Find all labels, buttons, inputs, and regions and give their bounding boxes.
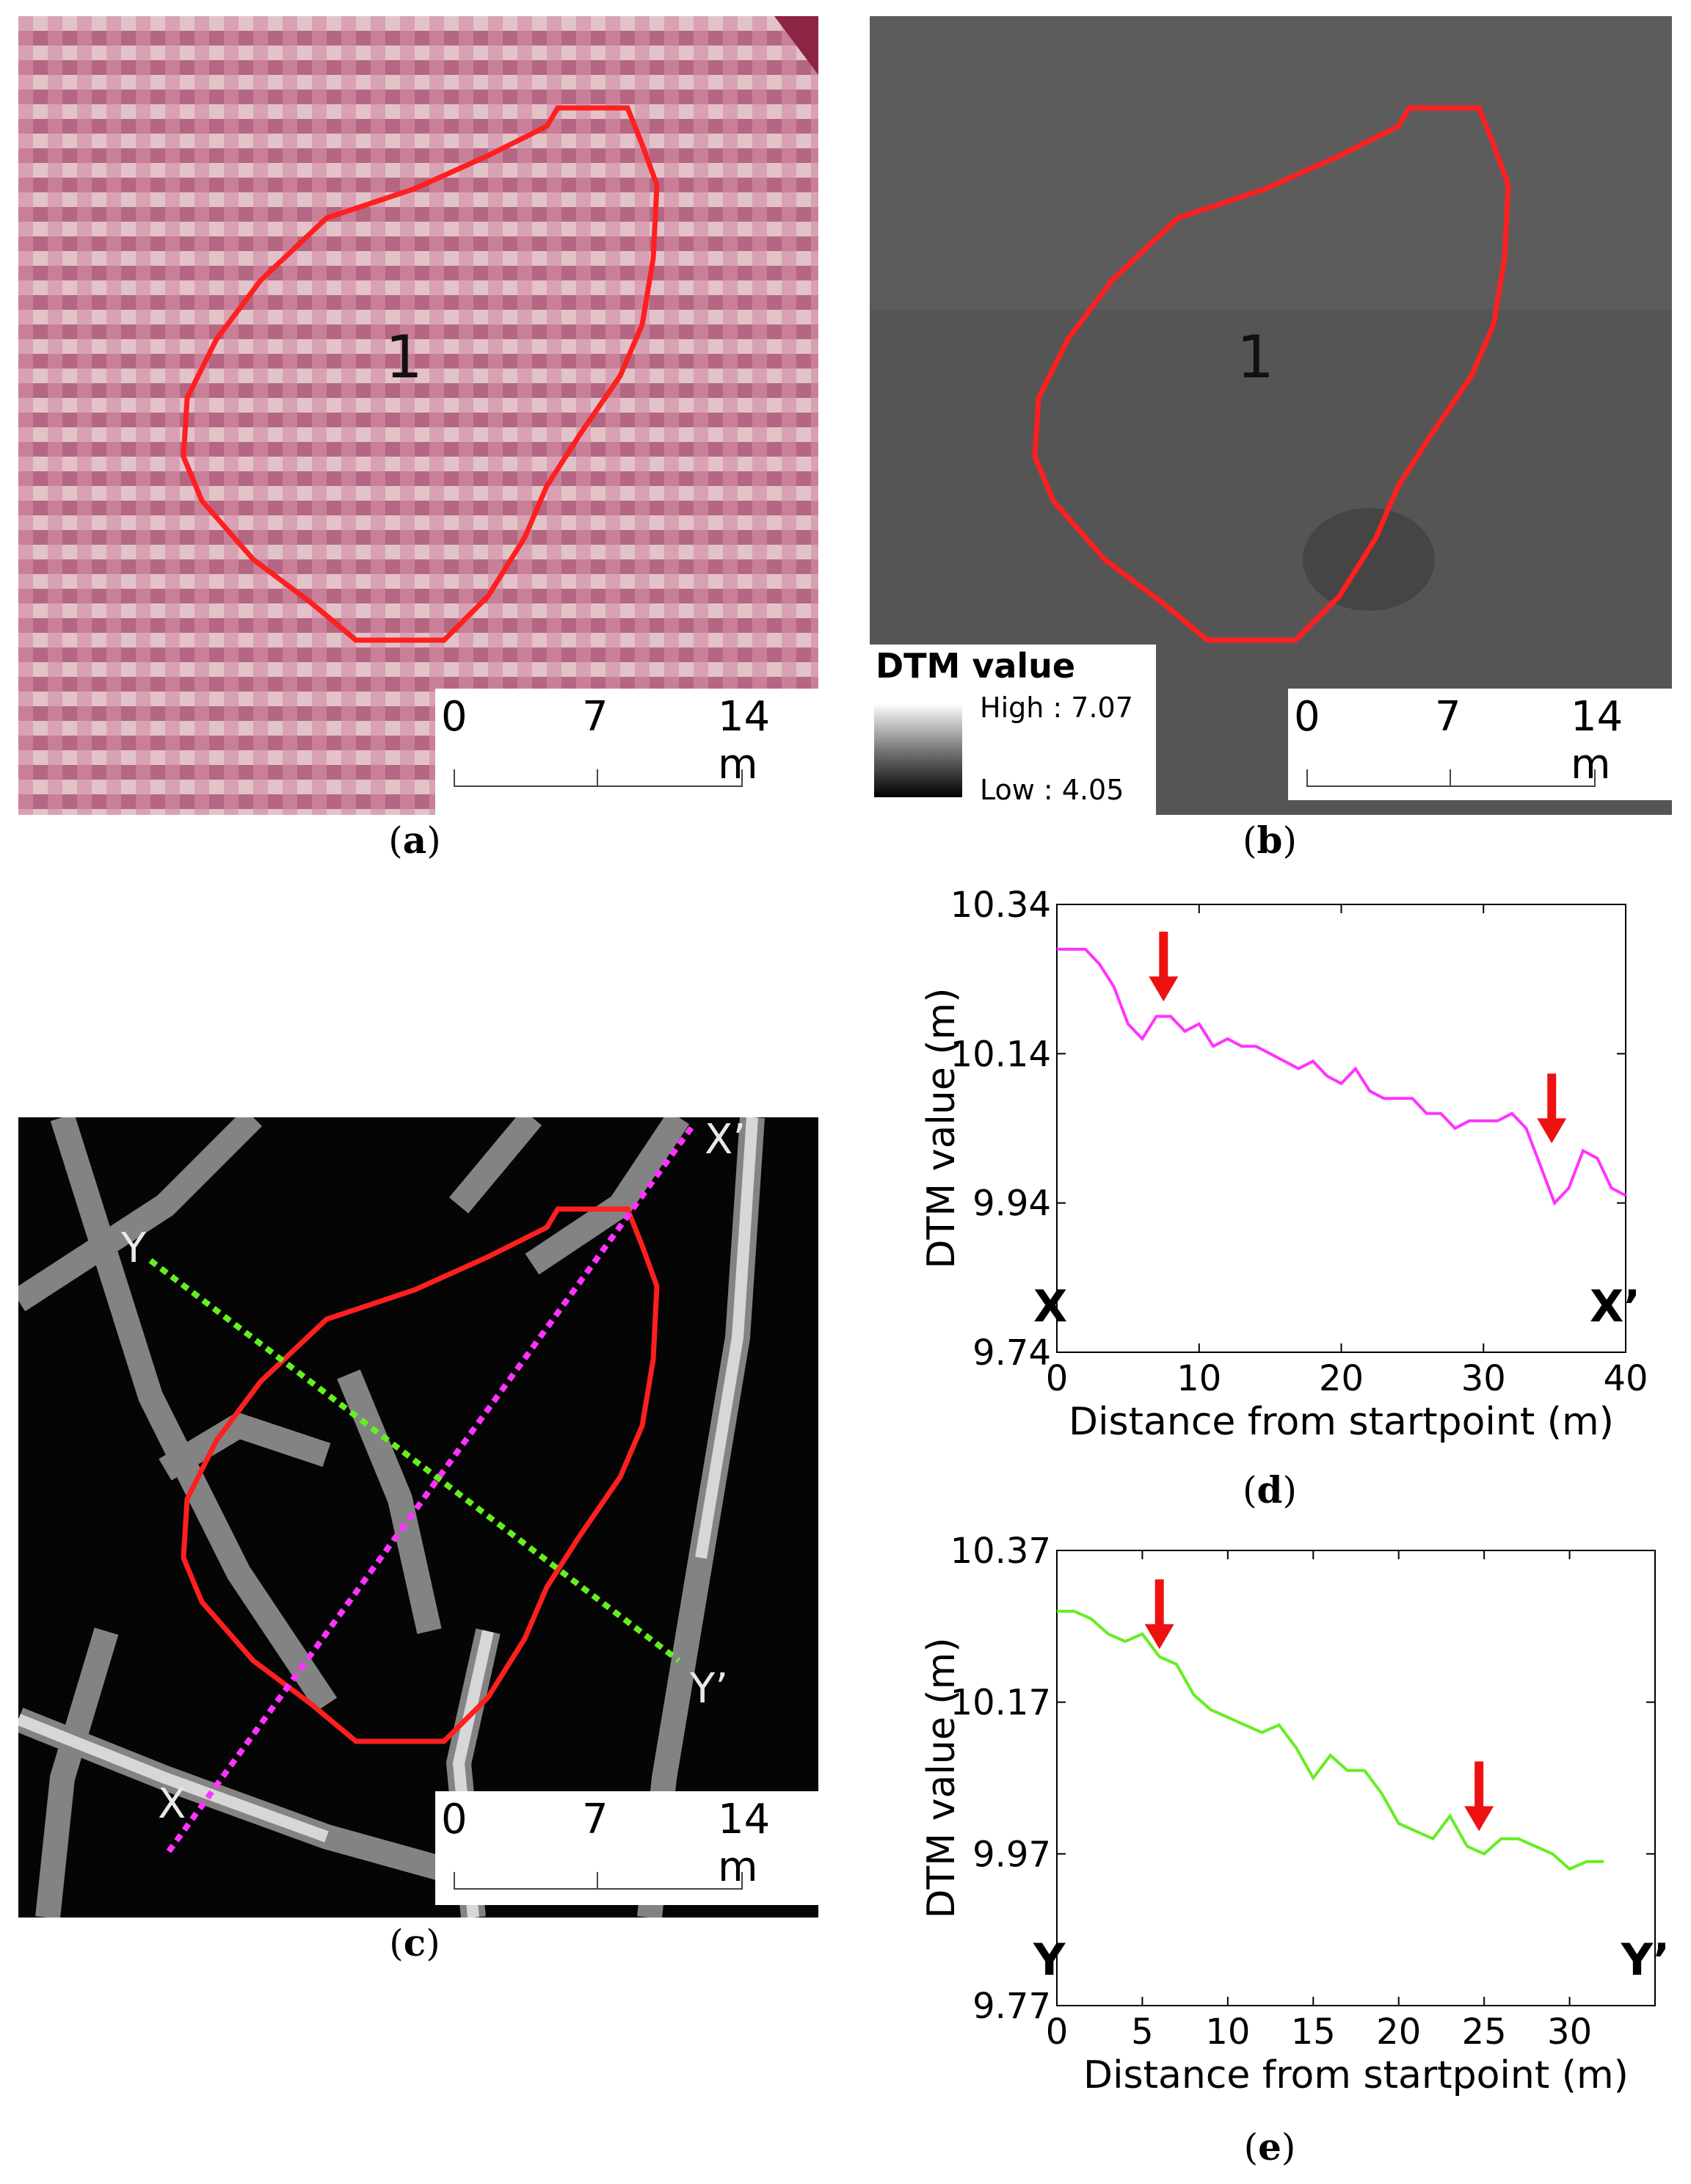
scalebar-tick-0: 0 [441, 1796, 468, 1843]
x-tick-label: 25 [1462, 2011, 1507, 2053]
scalebar-tick-14: 14 m [1571, 693, 1623, 788]
profile-start-label: X [1033, 1281, 1067, 1332]
polygon-label-b: 1 [1237, 323, 1274, 391]
panel-a-image [18, 16, 818, 815]
legend-title: DTM value [876, 646, 1076, 686]
scalebar-tick-14: 14 m [718, 693, 771, 788]
x-tick-label: 20 [1319, 1358, 1364, 1399]
series-line [1057, 1609, 1604, 1871]
transect-y-line [148, 1258, 681, 1664]
caption-a: (a) [388, 819, 441, 862]
x-tick-label: 30 [1461, 1358, 1506, 1399]
panel-a-background [18, 16, 818, 815]
depression-polygon-c [181, 1206, 660, 1744]
caption-d: (d) [1243, 1468, 1297, 1512]
scalebar-line [1306, 769, 1596, 787]
transect-x-line [166, 1122, 697, 1854]
y-tick-label: 10.14 [950, 1034, 1051, 1075]
caption-b: (b) [1243, 819, 1297, 862]
transect-label-y: Y [121, 1225, 147, 1272]
caption-c: (c) [389, 1921, 440, 1964]
profile-start-label: Y [1033, 1934, 1066, 1986]
transect-label-x-prime: X’ [705, 1116, 746, 1164]
y-tick-label: 9.94 [972, 1183, 1051, 1225]
y-tick-label: 9.77 [972, 1986, 1051, 2027]
arrow-head [1464, 1806, 1494, 1832]
x-axis-label: Distance from startpoint (m) [1069, 1400, 1614, 1444]
plot-frame [1056, 1550, 1656, 2006]
scalebar-line [454, 1872, 743, 1890]
scalebar-c: 0 7 14 m [435, 1791, 818, 1905]
transect-label-x: X [158, 1780, 186, 1828]
scalebar-tick-7: 7 [1435, 693, 1461, 741]
x-tick-label: 0 [1046, 2011, 1069, 2053]
scalebar-b: 0 7 14 m [1288, 689, 1672, 800]
panel-c-image [18, 1117, 818, 1918]
scalebar-tick-14: 14 m [718, 1796, 771, 1891]
y-tick-label: 10.37 [950, 1531, 1051, 1572]
scalebar-a: 0 7 14 m [435, 689, 818, 815]
y-tick-label: 9.74 [972, 1332, 1051, 1374]
scalebar-tick-0: 0 [1294, 693, 1320, 741]
arrow-head [1537, 1118, 1567, 1144]
x-tick-label: 0 [1046, 1358, 1069, 1399]
series-line [1057, 948, 1626, 1206]
x-tick-label: 40 [1603, 1358, 1648, 1399]
transect-label-y-prime: Y’ [690, 1665, 729, 1713]
legend-high: High : 7.07 [980, 692, 1133, 724]
arrow-head [1149, 976, 1179, 1002]
x-tick-label: 15 [1291, 2011, 1336, 2053]
y-tick-label: 9.97 [972, 1834, 1051, 1875]
scalebar-tick-7: 7 [582, 1796, 608, 1843]
scalebar-line [454, 769, 743, 787]
y-tick-label: 10.17 [950, 1683, 1051, 1724]
scalebar-tick-0: 0 [441, 693, 468, 741]
x-tick-label: 10 [1205, 2011, 1250, 2053]
x-axis-label: Distance from startpoint (m) [1083, 2053, 1629, 2097]
legend-low: Low : 4.05 [980, 774, 1124, 806]
x-tick-label: 20 [1376, 2011, 1421, 2053]
y-axis-label: DTM value (m) [920, 988, 964, 1269]
polygon-label-a: 1 [385, 323, 423, 391]
plot-frame [1056, 904, 1626, 1353]
legend-color-ramp [874, 703, 962, 797]
y-tick-label: 10.34 [950, 885, 1051, 926]
x-tick-label: 5 [1131, 2011, 1154, 2053]
x-tick-label: 30 [1547, 2011, 1592, 2053]
depression-polygon-a [181, 105, 660, 643]
legend-dtm: DTM value High : 7.07 Low : 4.05 [870, 645, 1156, 815]
profile-end-label: X’ [1590, 1281, 1640, 1332]
profile-end-label: Y’ [1621, 1934, 1670, 1986]
chart-d: 0 10 20 30 40 9.74 9.94 10.14 10.34 Distance from… [920, 885, 1648, 1444]
depression-polygon-b [1032, 105, 1511, 643]
scalebar-tick-7: 7 [582, 693, 608, 741]
caption-e: (e) [1243, 2125, 1296, 2169]
x-tick-label: 10 [1177, 1358, 1221, 1399]
arrow-head [1144, 1624, 1174, 1650]
y-axis-label: DTM value (m) [920, 1638, 964, 1919]
chart-e: 0 5 10 15 20 25 30 9.77 9.97 10.17 10.37 Distance f… [920, 1531, 1670, 2097]
